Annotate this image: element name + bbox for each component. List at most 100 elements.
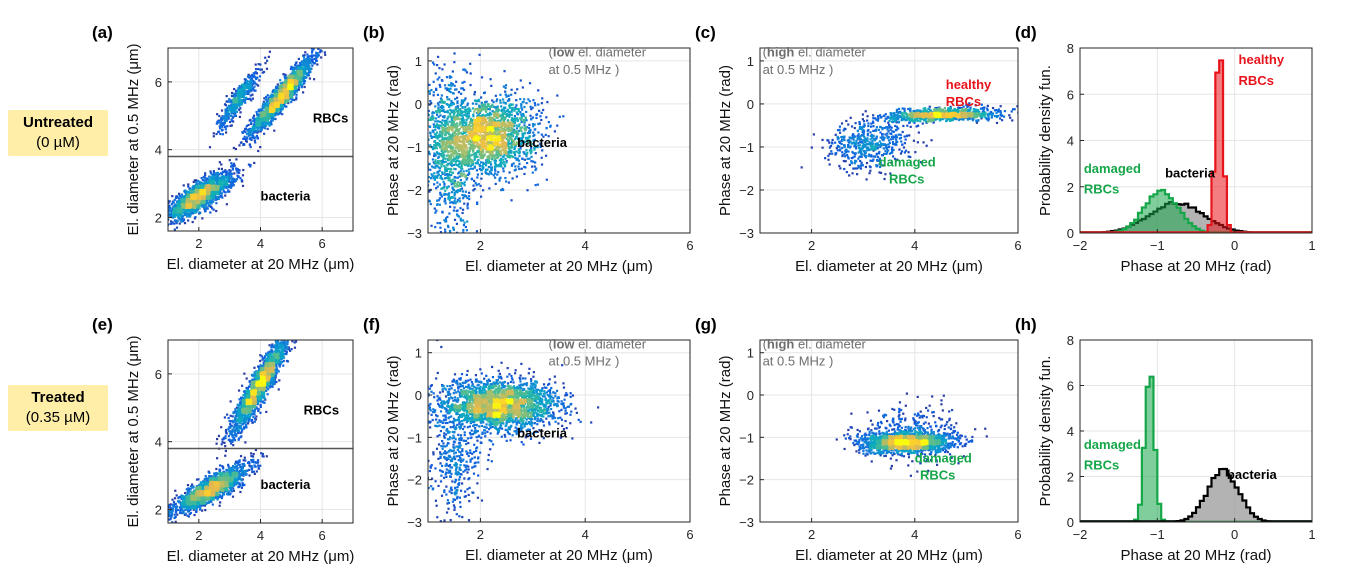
scatter-point (534, 152, 537, 155)
scatter-point (276, 96, 279, 99)
scatter-point (278, 96, 281, 99)
scatter-point (185, 200, 188, 203)
scatter-point (165, 211, 167, 213)
scatter-point (485, 164, 488, 167)
scatter-point (252, 135, 255, 138)
scatter-point (249, 130, 253, 133)
scatter-point (541, 149, 544, 152)
scatter-point (327, 33, 329, 35)
scatter-point (284, 86, 287, 89)
scatter-point (222, 117, 226, 120)
scatter-point (452, 182, 455, 185)
scatter-point (306, 42, 308, 44)
scatter-point (475, 230, 479, 233)
scatter-point (545, 178, 548, 181)
scatter-point (209, 188, 212, 191)
scatter-point (536, 183, 539, 186)
scatter-point (448, 75, 451, 78)
scatter-point (513, 146, 516, 150)
scatter-point (168, 212, 170, 216)
scatter-point (448, 76, 451, 79)
scatter-point (502, 85, 505, 88)
scatter-point (198, 211, 201, 214)
scatter-point (509, 151, 512, 154)
scatter-point (205, 177, 208, 180)
scatter-point (305, 67, 308, 70)
scatter-point (245, 124, 248, 128)
scatter-point (291, 96, 294, 99)
scatter-point (225, 180, 228, 183)
scatter-point (446, 111, 450, 114)
scatter-point (202, 191, 205, 195)
scatter-point (463, 98, 466, 102)
scatter-point (168, 206, 172, 210)
scatter-point (277, 112, 280, 116)
scatter-point (237, 96, 240, 99)
scatter-point (500, 189, 503, 192)
scatter-point (432, 91, 435, 94)
scatter-point (275, 90, 279, 93)
scatter-point (436, 102, 440, 105)
scatter-point (199, 188, 202, 192)
scatter-point (467, 195, 471, 198)
scatter-point (546, 100, 549, 104)
scatter-point (280, 84, 283, 87)
scatter-point (460, 87, 463, 90)
scatter-point (187, 219, 190, 222)
scatter-point (147, 214, 149, 216)
scatter-point (463, 184, 466, 187)
scatter-point (512, 135, 515, 138)
scatter-point (450, 76, 453, 79)
scatter-point (211, 198, 215, 201)
scatter-point (465, 112, 468, 115)
scatter-point (256, 123, 260, 127)
scatter-point (195, 188, 199, 192)
scatter-point (296, 71, 299, 74)
scatter-point (299, 67, 302, 70)
scatter-point (450, 82, 453, 85)
scatter-point (453, 194, 456, 197)
scatter-point (488, 165, 491, 169)
scatter-point (298, 61, 302, 65)
scatter-point (451, 70, 454, 73)
scatter-point (507, 94, 510, 97)
scatter-point (260, 120, 263, 123)
scatter-point (479, 106, 482, 109)
scatter-point (250, 89, 253, 92)
scatter-point (221, 186, 225, 189)
scatter-point (427, 44, 429, 46)
scatter-point (461, 190, 465, 193)
scatter-point (261, 103, 265, 106)
scatter-point (251, 82, 254, 85)
scatter-point (188, 198, 191, 201)
scatter-point (179, 199, 182, 203)
scatter-point (233, 172, 236, 175)
scatter-point (261, 108, 264, 111)
scatter-point (443, 182, 446, 185)
scatter-point (308, 58, 311, 61)
scatter-point (239, 88, 242, 91)
scatter-point (526, 161, 529, 165)
scatter-point (434, 128, 437, 131)
scatter-point (249, 122, 253, 126)
scatter-point (450, 191, 454, 194)
scatter-point (249, 80, 253, 84)
scatter-point (235, 105, 238, 108)
scatter-point (433, 135, 436, 139)
scatter-point (514, 168, 517, 171)
scatter-point (145, 225, 147, 227)
scatter-point (528, 131, 531, 134)
scatter-point (327, 43, 329, 45)
scatter-point (311, 49, 314, 52)
scatter-point (234, 92, 238, 95)
scatter-point (515, 99, 518, 102)
scatter-point (294, 73, 297, 76)
scatter-point (156, 236, 158, 238)
scatter-point (246, 84, 249, 87)
scatter-point (216, 176, 219, 179)
scatter-point (249, 145, 252, 149)
scatter-point (488, 170, 492, 173)
scatter-point (408, 134, 410, 136)
scatter-point (455, 253, 457, 255)
scatter-point (310, 48, 314, 50)
